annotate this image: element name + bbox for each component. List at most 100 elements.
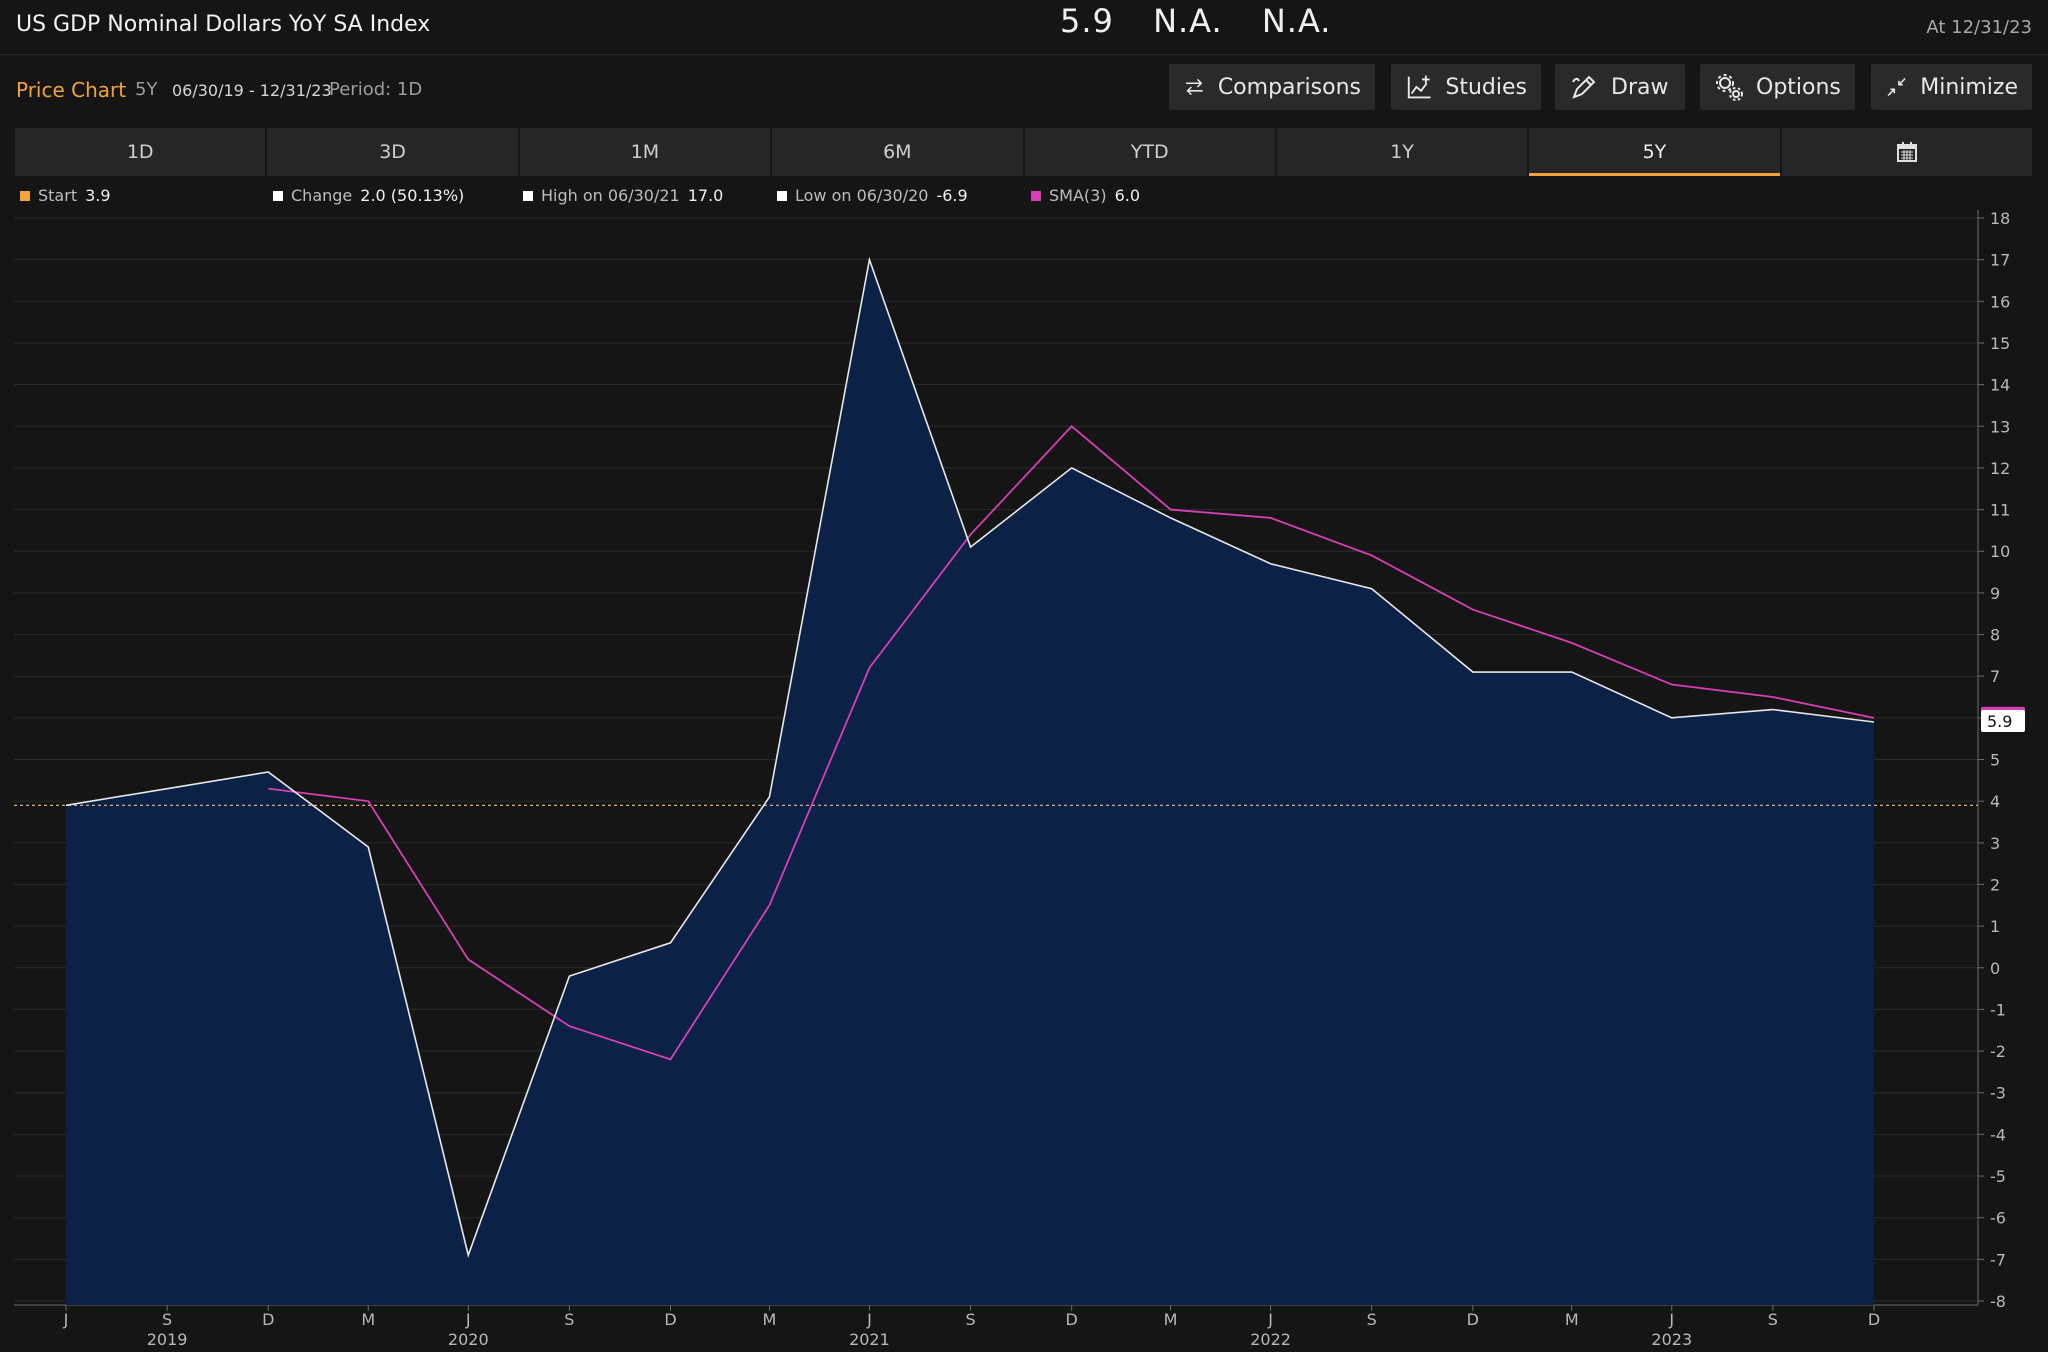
swap-arrows-icon [1186, 78, 1203, 96]
legend-high-label: High on 06/30/21 [541, 186, 680, 205]
pencil-icon [1572, 75, 1596, 99]
y-tick-label: 10 [1990, 542, 2010, 561]
x-tick-label: D [1467, 1310, 1479, 1329]
date-range-label: 06/30/19 - 12/31/23 [172, 81, 332, 100]
x-tick-label: M [1565, 1310, 1579, 1329]
quote-values: 5.9 N.A. N.A. [1060, 2, 1359, 40]
price-chart-label: Price Chart [16, 78, 127, 102]
legend-swatch-start [20, 190, 30, 201]
y-tick-label: -5 [1990, 1167, 2006, 1186]
y-tick-label: 0 [1990, 959, 2000, 978]
price-area [66, 259, 1874, 1306]
y-tick-label: 1 [1990, 917, 2000, 936]
studies-label: Studies [1445, 74, 1527, 100]
x-tick-label: J [465, 1310, 471, 1329]
x-tick-label: D [1066, 1310, 1078, 1329]
legend-swatch-change [273, 190, 283, 201]
legend-high: High on 06/30/21 17.0 [523, 186, 723, 205]
y-tick-label: 13 [1990, 417, 2010, 436]
range-tabs: 1D 3D 1M 6M YTD 1Y 5Y [15, 128, 2032, 176]
range-label: 5Y [135, 79, 158, 100]
minimize-button[interactable]: Minimize [1871, 64, 2032, 110]
legend-change-value: 2.0 (50.13%) [360, 186, 465, 205]
y-tick-label: -1 [1990, 1000, 2006, 1019]
tab-ytd[interactable]: YTD [1024, 128, 1275, 176]
y-tick-label: 12 [1990, 459, 2010, 478]
options-button[interactable]: Options [1700, 64, 1855, 110]
legend-change: Change 2.0 (50.13%) [273, 186, 464, 205]
y-tick-label: 18 [1990, 210, 2010, 228]
x-year-label: 2019 [147, 1330, 188, 1349]
y-tick-label: -7 [1990, 1250, 2006, 1269]
y-tick-label: 7 [1990, 667, 2000, 686]
header-bar: US GDP Nominal Dollars YoY SA Index 5.9 … [0, 0, 2048, 55]
gears-icon [1716, 74, 1743, 101]
studies-button[interactable]: Studies [1391, 64, 1541, 110]
x-tick-label: J [866, 1310, 872, 1329]
legend-low-value: -6.9 [936, 186, 968, 205]
tab-5y[interactable]: 5Y [1529, 128, 1781, 176]
draw-label: Draw [1611, 74, 1669, 100]
chart-toolbar: Price Chart 5Y 06/30/19 - 12/31/23 Perio… [0, 62, 2048, 118]
y-tick-label: -2 [1990, 1042, 2006, 1061]
y-tick-label: 17 [1990, 251, 2010, 270]
chart-plus-icon [1407, 75, 1431, 99]
y-tick-label: 15 [1990, 334, 2010, 353]
y-tick-label: 9 [1990, 584, 2000, 603]
legend-start: Start 3.9 [20, 186, 111, 205]
y-tick-label: -3 [1990, 1084, 2006, 1103]
x-year-label: 2021 [849, 1330, 890, 1349]
x-tick-label: J [63, 1310, 69, 1329]
x-tick-label: S [965, 1310, 975, 1329]
y-tick-label: 3 [1990, 834, 2000, 853]
comparisons-label: Comparisons [1217, 74, 1361, 100]
price-line [65, 256, 1875, 1258]
last-value: 5.9 [1060, 2, 1114, 40]
y-tick-label: 8 [1990, 626, 2000, 645]
y-tick-label: -6 [1990, 1209, 2006, 1228]
tab-1d[interactable]: 1D [15, 128, 266, 176]
legend-low-label: Low on 06/30/20 [795, 186, 929, 205]
x-year-label: 2022 [1250, 1330, 1291, 1349]
security-title: US GDP Nominal Dollars YoY SA Index [16, 12, 431, 37]
y-tick-label: -4 [1990, 1125, 2006, 1144]
tab-1m[interactable]: 1M [519, 128, 771, 176]
tab-calendar[interactable] [1781, 128, 2032, 176]
x-tick-label: D [664, 1310, 676, 1329]
y-tick-label: 5 [1990, 751, 2000, 770]
price-chart[interactable]: -8-7-6-5-4-3-2-1012345678910111213141516… [0, 210, 2048, 1352]
change-pct: N.A. [1261, 2, 1332, 40]
legend-sma: SMA(3) 6.0 [1031, 186, 1140, 205]
legend-swatch-sma [1031, 190, 1041, 201]
legend-swatch-high [523, 190, 533, 201]
x-tick-label: M [361, 1310, 375, 1329]
minimize-label: Minimize [1920, 74, 2018, 100]
legend-start-value: 3.9 [85, 186, 111, 205]
x-tick-label: D [1868, 1310, 1880, 1329]
x-tick-label: M [763, 1310, 777, 1329]
options-label: Options [1756, 74, 1841, 100]
x-tick-label: S [162, 1310, 172, 1329]
minimize-arrows-icon [1887, 77, 1906, 97]
last-value-tag [1981, 710, 2025, 733]
y-tick-label: 4 [1990, 792, 2000, 811]
y-tick-label: 11 [1990, 501, 2010, 520]
tab-6m[interactable]: 6M [772, 128, 1023, 176]
draw-button[interactable]: Draw [1555, 64, 1685, 110]
comparisons-button[interactable]: Comparisons [1169, 64, 1375, 110]
period-label: Period: 1D [329, 79, 423, 100]
sma-line [268, 425, 1875, 1061]
y-tick-label: -8 [1990, 1292, 2006, 1311]
calendar-icon [1896, 142, 1917, 162]
y-tick-label: 16 [1990, 292, 2010, 311]
legend-sma-value: 6.0 [1114, 186, 1141, 205]
as-of-date: At 12/31/23 [1926, 17, 2032, 38]
x-tick-label: S [564, 1310, 574, 1329]
legend-low: Low on 06/30/20 -6.9 [777, 186, 968, 205]
legend-sma-label: SMA(3) [1049, 186, 1107, 205]
x-tick-label: M [1164, 1310, 1178, 1329]
tab-3d[interactable]: 3D [267, 128, 518, 176]
y-tick-label: 2 [1990, 875, 2000, 894]
tab-1y[interactable]: 1Y [1276, 128, 1528, 176]
x-tick-label: S [1367, 1310, 1377, 1329]
